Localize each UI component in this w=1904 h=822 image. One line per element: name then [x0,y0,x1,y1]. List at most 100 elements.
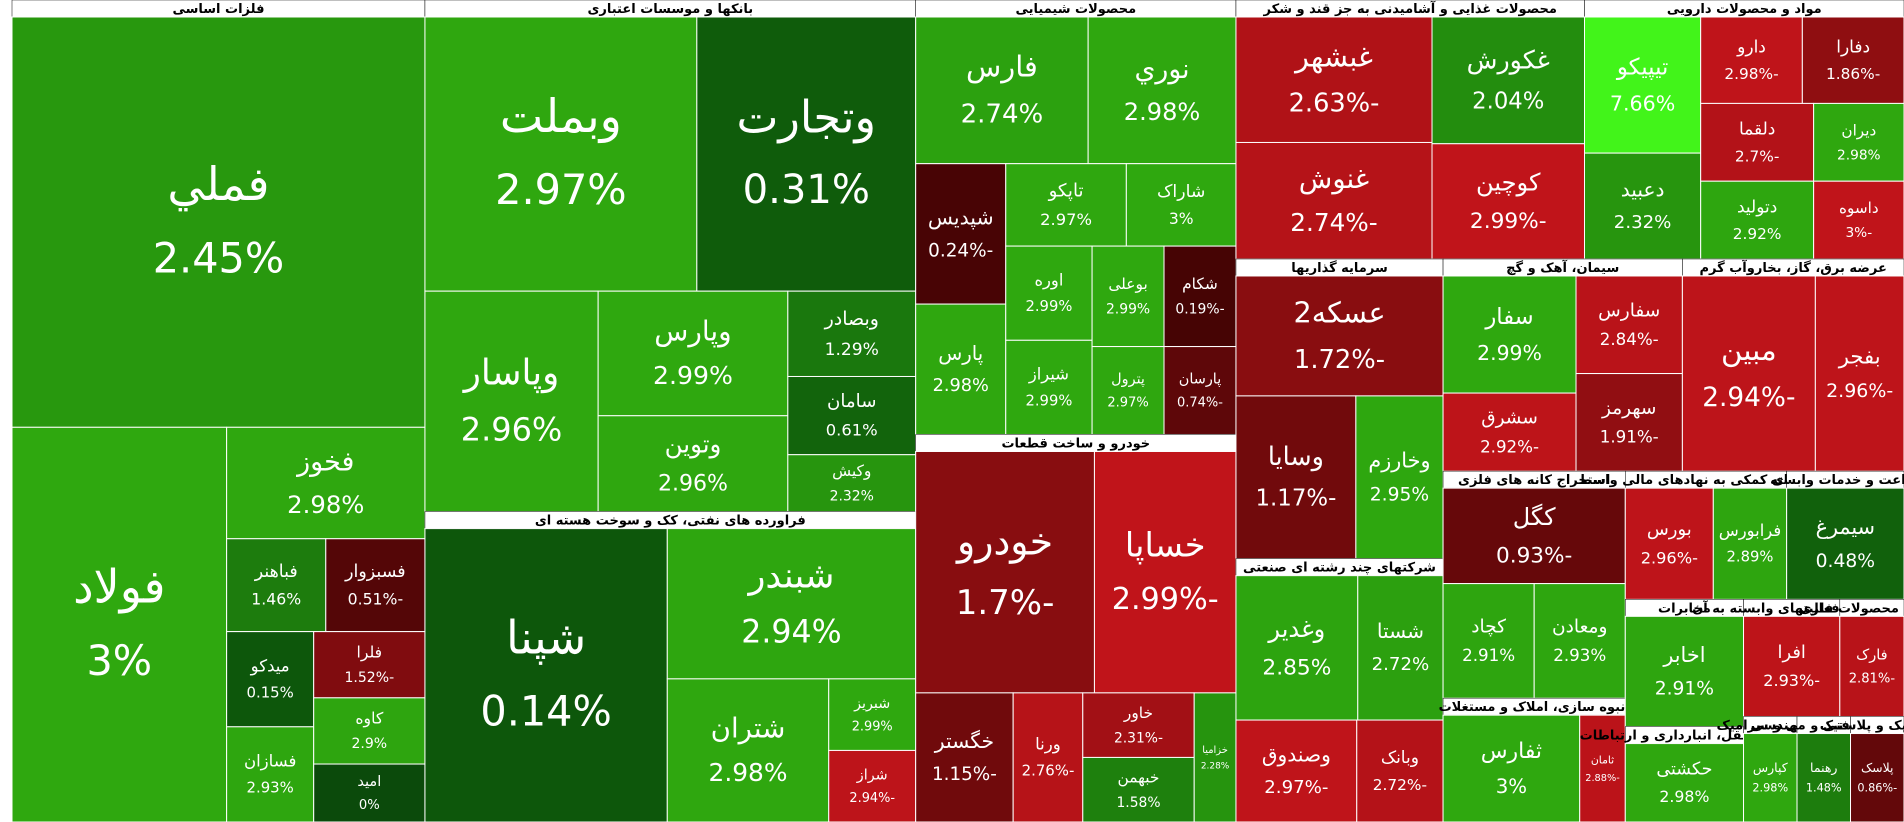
tile [1082,692,1195,758]
tile [1431,143,1586,260]
tile-value: 2.9% [351,736,387,752]
tile [1005,163,1127,247]
tile-name: ثفارس [1481,739,1542,764]
sector-title: استخراج کانه های فلزی [1458,473,1610,488]
sector: مخابرات اخابر 2.91% [1624,599,1745,728]
tile-value: 2.93% [247,778,294,796]
sector: زراعت و خدمات وابسته سیمرغ 0.48% [1770,470,1904,600]
tile [1442,714,1581,822]
tile-name: وپاسار [462,353,560,394]
tile-name: خاور [1123,704,1153,722]
tile [325,538,426,633]
tile-name: پارس [938,342,983,365]
tile-value: 2.72% [1372,654,1430,675]
tile [828,678,917,751]
tile-name: افرا [1778,642,1806,663]
tile-value: 2.99% [1025,392,1072,409]
sector: استخراج کانه های فلزی کگل -0.93% کچاد 2.91% و… [1442,470,1626,699]
tile-value: 2.89% [1727,549,1774,566]
tile-value: 2.32% [830,488,874,504]
tile-value: -2.93% [1763,671,1820,690]
tile [1575,373,1683,472]
tile [1235,141,1433,260]
tile [1575,275,1683,375]
tile-value: 2.99% [653,361,733,390]
tile-name: خساپا [1125,525,1206,564]
tile-value: 0.48% [1816,551,1875,572]
tile-name: سفار [1484,304,1533,330]
tile-value: 2.28% [1201,761,1229,771]
tile-name: دیران [1841,121,1876,139]
tile-value: 2.91% [1462,645,1515,665]
tile-name: فلرا [357,644,383,663]
tile-value: 2.98% [1659,787,1709,806]
sector: عرضه برق، گاز، بخاروآب گرم مبین -2.94% بفجر… [1681,258,1904,472]
tile-value: -2.31% [1114,730,1163,746]
tile-name: شراز [856,767,888,783]
tile-value: -1.17% [1255,485,1336,511]
tile-name: غبشهر [1293,40,1373,73]
tile [1235,395,1357,560]
tile [1850,733,1904,822]
tile [1093,450,1237,694]
tile-name: اخابر [1662,643,1705,667]
sector-title: خودرو و ساخت قطعات [1001,436,1150,451]
tile-name: نوري [1134,54,1189,85]
tile-name: سهرمز [1601,398,1656,419]
tile-name: سیمرغ [1816,515,1875,539]
tile-value: 2.04% [1472,88,1544,114]
sector: مواد و محصولات دارویی تیپیکو 7.66% دعبید 2.3… [1584,0,1904,260]
sector-title: فراورده های نفتی، کک و سوخت هسته ای [535,514,806,529]
tile [226,426,426,540]
tile-name: ثامان [1591,753,1614,766]
sector-title: عرضه برق، گاز، بخاروآب گرم [1700,259,1887,276]
tile-value: -2.94% [849,791,895,806]
tile [1442,583,1535,699]
tile [1700,16,1803,104]
tile-value: 2.74% [961,99,1044,129]
tile-value: -2.97% [1264,777,1328,798]
tile-value: 2.98% [287,490,364,519]
tile-value: 1.48% [1806,781,1842,794]
tile-name: امید [357,773,381,790]
tile [1813,180,1904,260]
tile [1624,743,1745,822]
tile-name: پلاسک [1861,760,1894,775]
tile [1235,275,1444,397]
tile [1442,275,1577,394]
tile-value: 1.29% [825,340,879,360]
tile-name: تاپکو [1048,180,1084,201]
tile [1786,487,1904,600]
sector: خودرو و ساخت قطعات خودرو -1.7% خساپا -2.99% خ… [915,434,1237,822]
tile-name: ومعادن [1552,616,1607,637]
tile [1801,16,1904,104]
tile-value: 7.66% [1610,91,1675,115]
tile-name: دتولید [1737,197,1777,217]
tile-name: دارو [1736,37,1766,57]
tile-value: 2.92% [1733,225,1782,243]
sector: سیمان، آهک و گچ سفار 2.99% سشرق -2.92% سفارس -… [1442,258,1683,472]
tile-value: 2.98% [1752,781,1788,794]
tile-name: شبریز [853,696,890,712]
tile-name: شاراک [1157,182,1205,202]
tile-name: کاوه [355,710,383,729]
tile [1796,733,1852,822]
tile-name: فسازان [244,751,296,770]
tile-name: وسایا [1268,441,1324,472]
tile [226,631,315,728]
tile [1442,487,1626,585]
tile-value: -2.94% [1702,383,1795,413]
tile-value: 0.14% [480,687,612,735]
tile-name: وکیش [832,462,871,481]
tile-value: -1.86% [1826,65,1880,83]
tile-name: کچاد [1471,616,1506,637]
tile-value: -2.84% [1600,330,1659,349]
tile-value: -2.7% [1735,147,1779,165]
tile [424,528,668,822]
tile [1005,339,1093,435]
tile [1442,392,1577,472]
tile-name: خودرو [955,519,1053,564]
tile-value: 2.97% [1040,210,1092,229]
tile [1431,16,1586,145]
tile [1624,487,1714,600]
